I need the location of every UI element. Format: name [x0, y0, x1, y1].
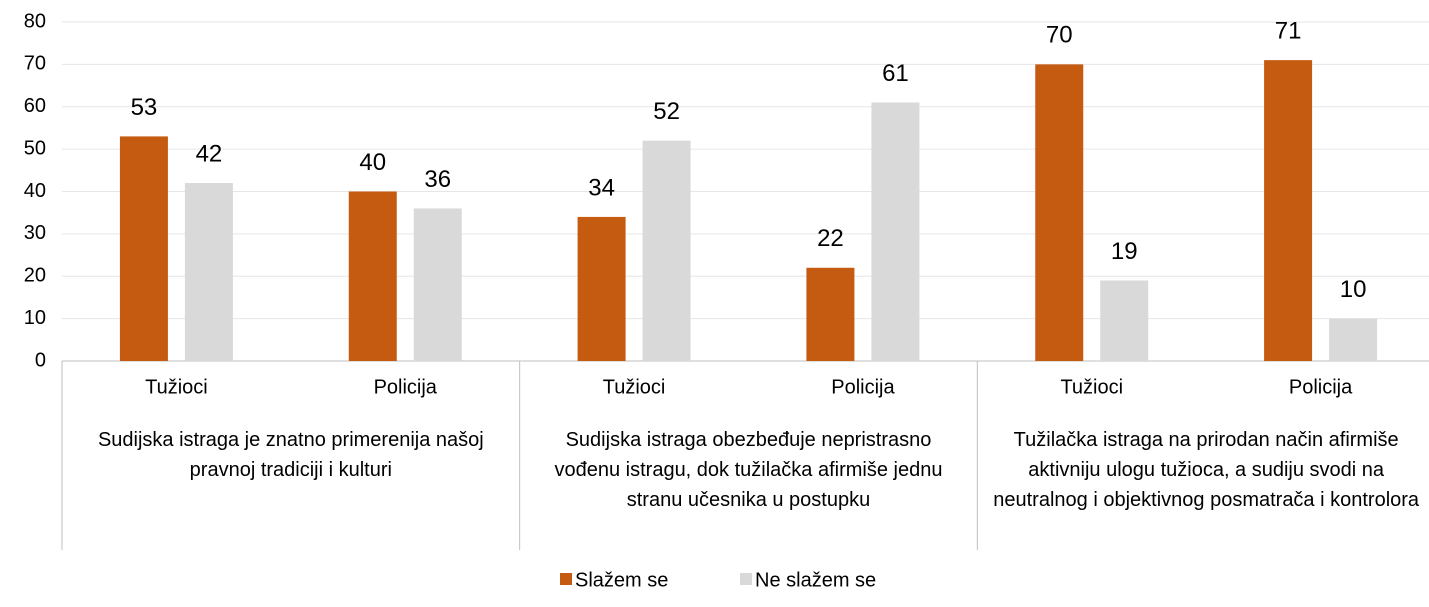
bar	[413, 208, 462, 361]
y-tick-label: 70	[24, 53, 46, 75]
bar	[1100, 280, 1149, 361]
bar	[577, 216, 626, 361]
value-label: 61	[882, 60, 909, 87]
value-label: 10	[1340, 276, 1367, 303]
y-tick-label: 40	[24, 180, 46, 202]
value-label: 36	[424, 166, 451, 193]
y-tick-label: 30	[24, 222, 46, 244]
y-tick-label: 80	[24, 10, 46, 32]
bar	[348, 191, 397, 361]
bar	[184, 183, 233, 361]
y-tick-label: 50	[24, 137, 46, 159]
value-label: 19	[1111, 238, 1138, 265]
y-tick-label: 60	[24, 95, 46, 117]
x-tick-label: Tužioci	[145, 376, 208, 398]
group-label: Sudijska istraga je znatno primerenija n…	[97, 429, 484, 481]
x-tick-label: Tužioci	[603, 376, 666, 398]
y-tick-label: 10	[24, 307, 46, 329]
bar	[871, 102, 920, 361]
group-label: Tužilačka istraga na prirodan način afir…	[993, 429, 1420, 511]
legend-swatch	[560, 573, 572, 585]
value-label: 40	[359, 149, 386, 176]
legend-label: Slažem se	[575, 569, 668, 591]
bar	[642, 140, 691, 361]
value-label: 22	[817, 225, 844, 252]
value-label: 71	[1275, 17, 1302, 44]
bar	[1329, 318, 1378, 361]
y-tick-label: 0	[35, 349, 46, 371]
legend-swatch	[740, 573, 752, 585]
bar	[1264, 60, 1313, 361]
y-tick-label: 20	[24, 265, 46, 287]
group-label: Sudijska istraga obezbeđuje nepristrasno…	[554, 429, 943, 511]
legend-label: Ne slažem se	[755, 569, 876, 591]
x-tick-label: Policija	[831, 376, 895, 398]
bar	[1035, 64, 1084, 361]
value-label: 53	[131, 94, 158, 121]
value-label: 42	[196, 140, 223, 167]
value-label: 34	[588, 174, 615, 201]
bar	[806, 267, 855, 361]
x-tick-label: Policija	[1289, 376, 1353, 398]
x-tick-label: Policija	[374, 376, 438, 398]
value-label: 70	[1046, 22, 1073, 49]
value-label: 52	[653, 98, 680, 125]
x-tick-label: Tužioci	[1060, 376, 1123, 398]
bar	[119, 136, 168, 361]
